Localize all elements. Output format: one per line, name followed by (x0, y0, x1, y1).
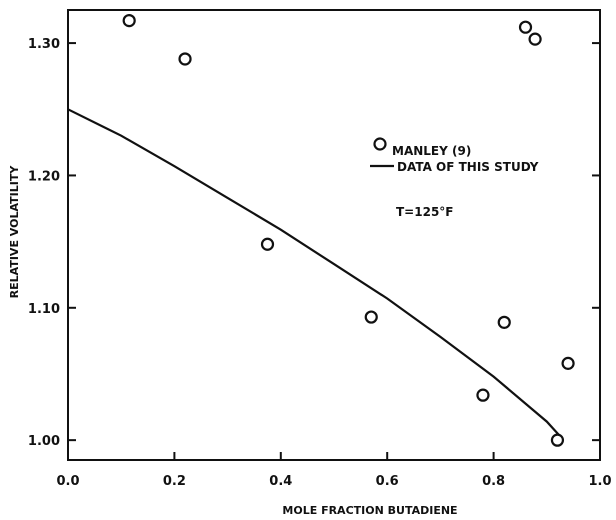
x-tick-label: 0.6 (376, 474, 399, 489)
scatter-point (561, 356, 575, 370)
scatter-point (528, 32, 542, 46)
scatter-point (260, 237, 275, 251)
scatter-point (122, 13, 136, 28)
y-tick-label: 1.10 (28, 302, 60, 317)
scatter-point (178, 52, 192, 66)
legend-label-manley: MANLEY (9) (392, 144, 471, 158)
y-tick-label: 1.00 (28, 434, 60, 449)
scatter-point (550, 433, 565, 447)
scatter-point (364, 310, 378, 324)
y-tick-label: 1.30 (28, 37, 60, 52)
y-axis-title: RELATIVE VOLATILITY (8, 165, 21, 299)
x-tick-label: 0.0 (56, 474, 79, 489)
x-tick-label: 0.2 (163, 474, 186, 489)
y-axis: 1.00 1.10 1.20 1.30 (28, 37, 600, 449)
legend-label-this-study: DATA OF THIS STUDY (397, 160, 539, 174)
scatter-point (476, 388, 490, 402)
legend: MANLEY (9) DATA OF THIS STUDY (370, 137, 539, 174)
x-axis-title: MOLE FRACTION BUTADIENE (282, 504, 457, 517)
x-tick-label: 0.4 (269, 474, 292, 489)
x-tick-label: 1.0 (588, 474, 611, 489)
legend-marker-manley (373, 137, 387, 151)
x-tick-label: 0.8 (482, 474, 505, 489)
y-tick-label: 1.20 (28, 169, 60, 184)
scatter-point (497, 315, 511, 329)
series-line-data-of-this-study (67, 108, 561, 437)
x-axis: 0.0 0.2 0.4 0.6 0.8 1.0 (56, 452, 612, 489)
temperature-annotation: T=125°F (396, 205, 454, 219)
scatter-point (518, 20, 533, 34)
plot-frame (67, 9, 601, 461)
scatter-points-manley (122, 13, 575, 447)
